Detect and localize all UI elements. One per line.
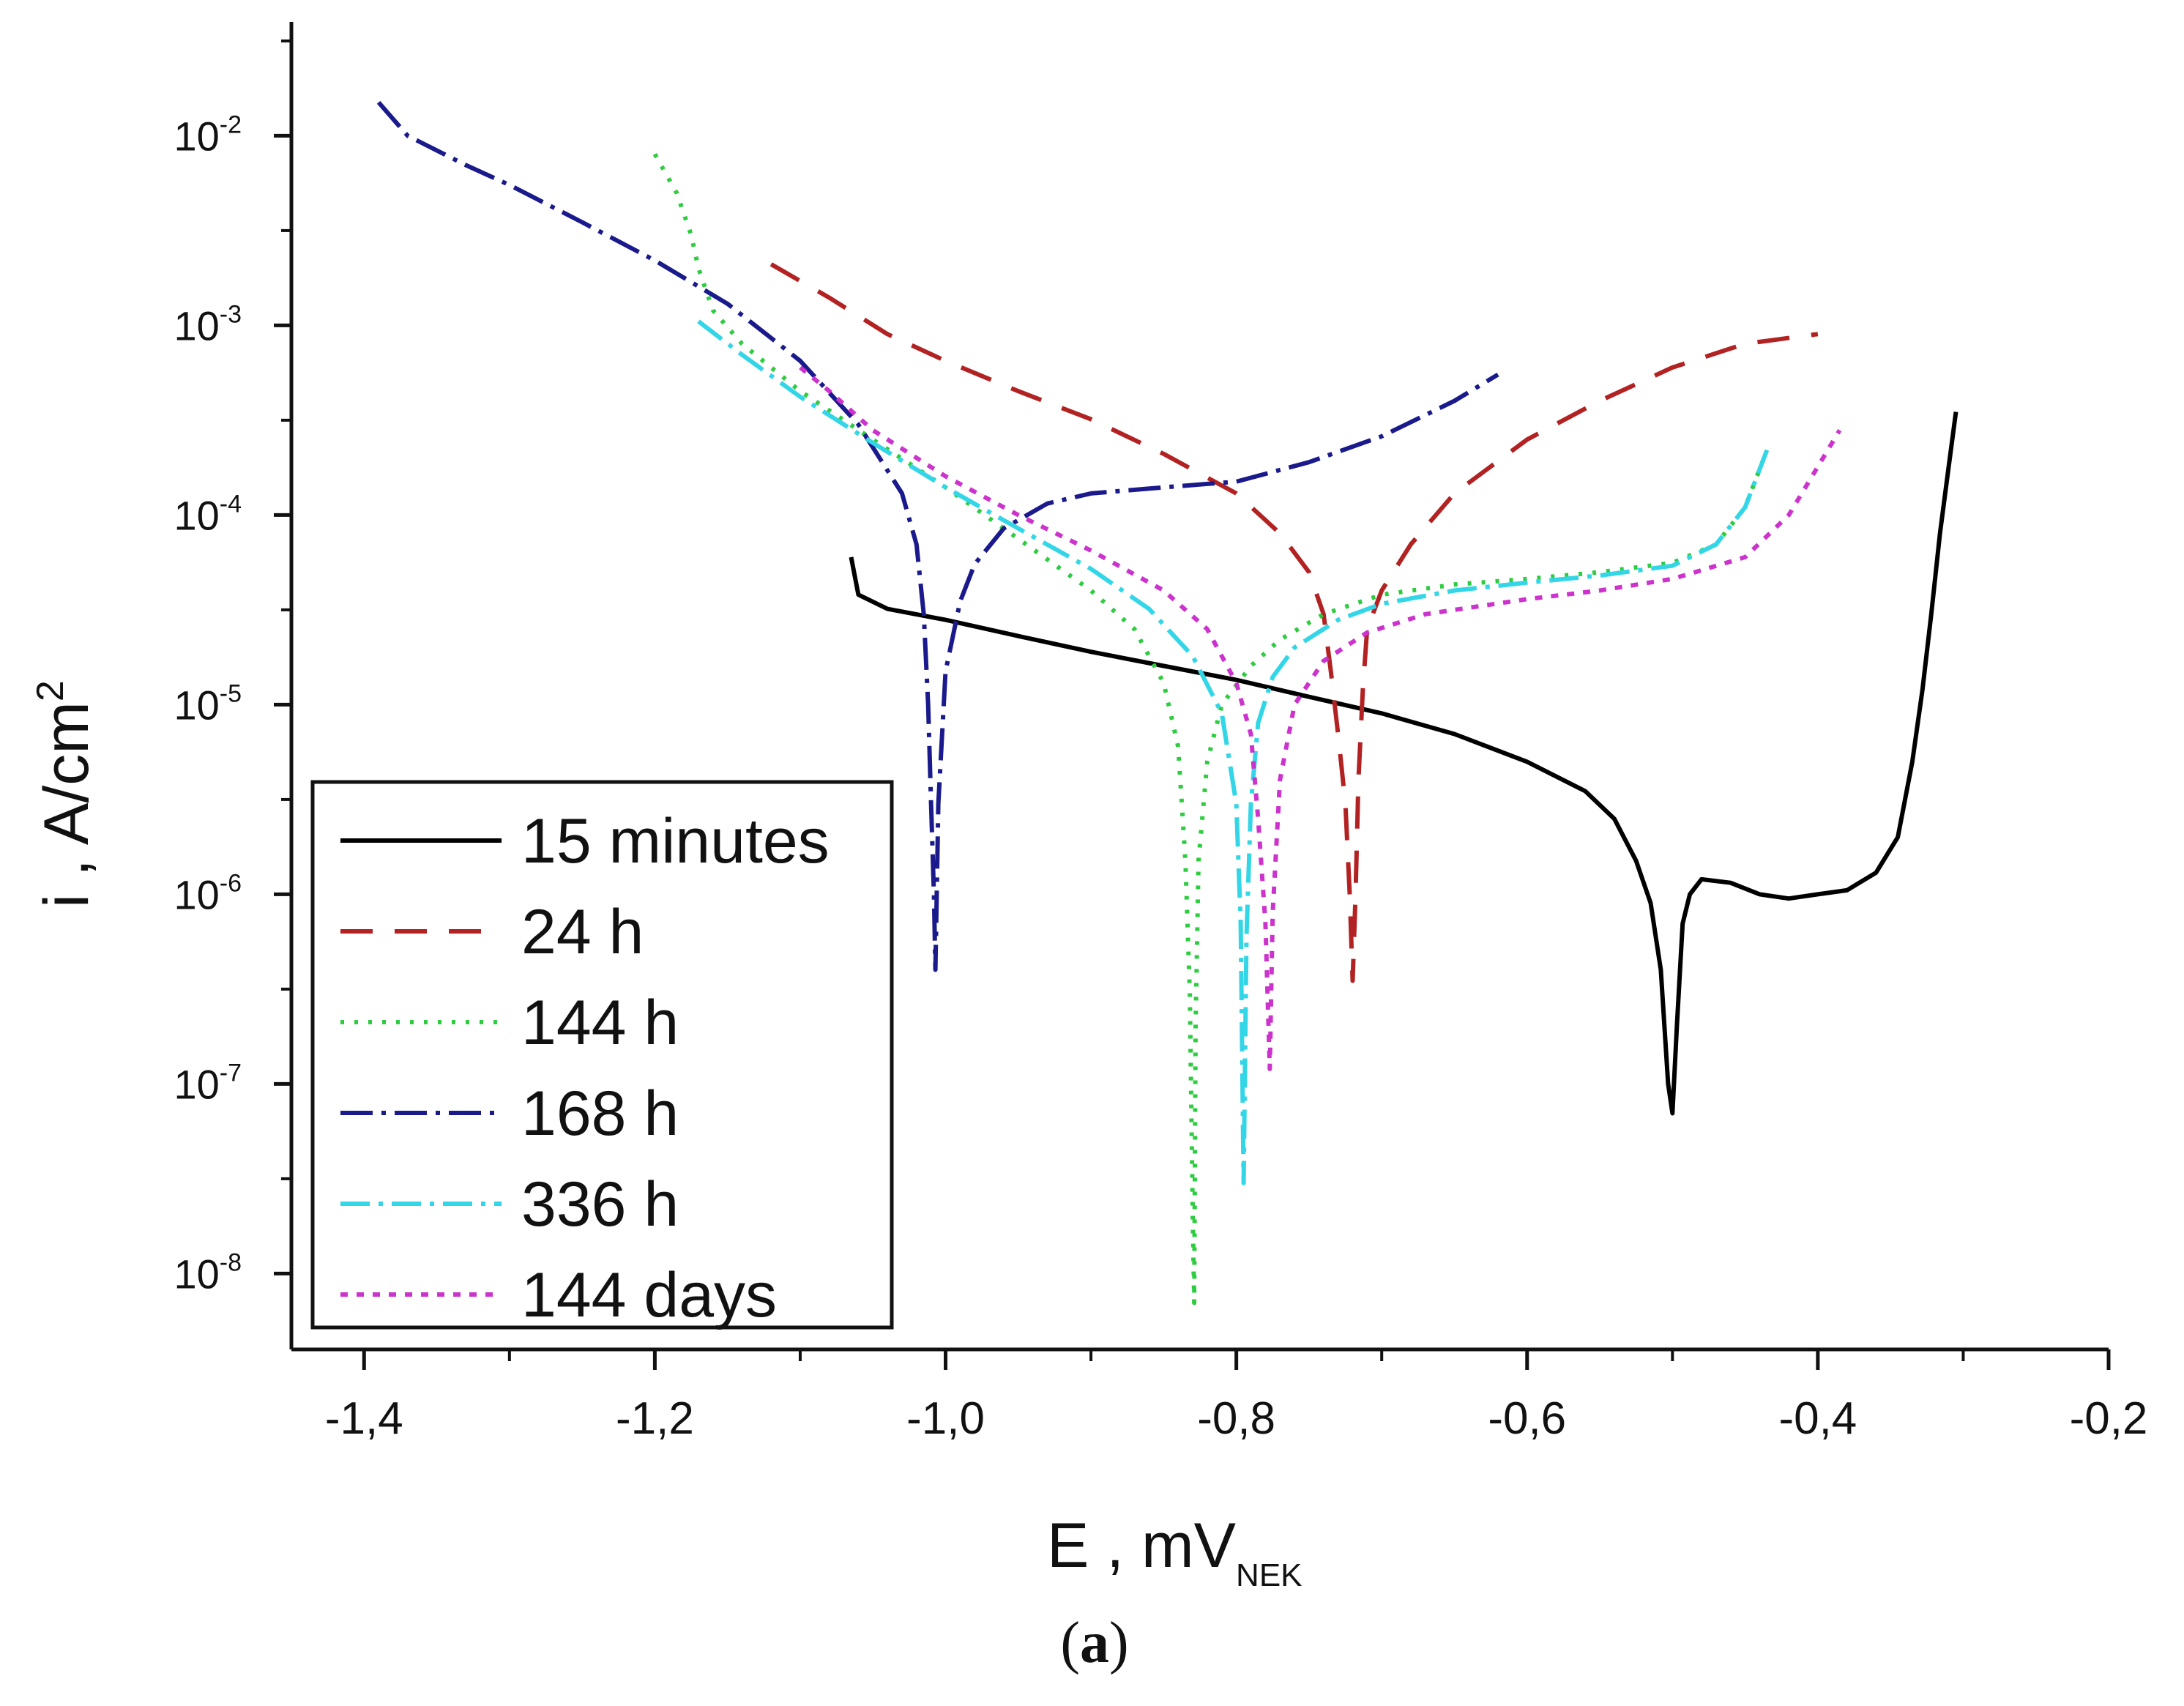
x-axis-label-main: E , mV xyxy=(1047,1511,1236,1581)
x-tick-label: -0,2 xyxy=(2070,1393,2148,1444)
series-line-4 xyxy=(376,100,1499,972)
y-axis-label-superscript: 2 xyxy=(29,680,72,701)
x-tick-label: -0,4 xyxy=(1778,1393,1857,1444)
y-tick-label: 10-4 xyxy=(174,490,242,538)
legend-label: 144 h xyxy=(521,988,679,1058)
series-layer xyxy=(376,100,1958,1305)
caption-letter: a xyxy=(1080,1611,1109,1675)
y-tick-label: 10-6 xyxy=(174,869,242,917)
y-tick-label: 10-8 xyxy=(174,1248,242,1297)
x-tick-label: -1,4 xyxy=(325,1393,403,1444)
series-line-3 xyxy=(652,153,1770,1305)
x-axis-label: E , mVNEK xyxy=(1047,1511,1302,1593)
x-tick-label: -1,2 xyxy=(616,1393,694,1444)
y-tick-label: 10-5 xyxy=(174,679,242,728)
x-tick-label: -0,6 xyxy=(1488,1393,1566,1444)
y-axis-label-main: i , A/cm xyxy=(31,701,102,908)
legend-label: 168 h xyxy=(521,1079,679,1149)
x-axis-label-subscript: NEK xyxy=(1236,1557,1302,1593)
caption-close-paren: ) xyxy=(1109,1611,1129,1675)
legend-box xyxy=(310,780,894,1330)
x-tick-label: -1,0 xyxy=(906,1393,985,1444)
caption-open-paren: ( xyxy=(1060,1611,1080,1675)
y-tick-label: 10-3 xyxy=(174,300,242,349)
series-line-5 xyxy=(697,319,1770,1185)
y-axis-label: i , A/cm2 xyxy=(29,680,102,908)
series-line-1 xyxy=(849,411,1958,1116)
legend-label: 336 h xyxy=(521,1169,679,1240)
legend-label: 15 minutes xyxy=(521,806,830,876)
legend-label: 24 h xyxy=(521,897,644,967)
y-tick-label: 10-7 xyxy=(174,1059,242,1107)
series-line-2 xyxy=(769,262,1819,983)
series-line-6 xyxy=(799,365,1842,1071)
legend-label: 144 days xyxy=(521,1260,777,1330)
y-tick-label: 10-2 xyxy=(174,111,242,159)
axes-layer: -1,4 -1,2 -1,0 -0,8 -0,6 -0,4 -0,2 10-2 10-3 10-4… xyxy=(174,22,2147,1444)
x-tick-label: -0,8 xyxy=(1197,1393,1275,1444)
figure-caption: (a) xyxy=(1060,1611,1128,1675)
legend: 15 minutes 24 h 144 h 168 h 336 h 144 days xyxy=(310,780,894,1330)
